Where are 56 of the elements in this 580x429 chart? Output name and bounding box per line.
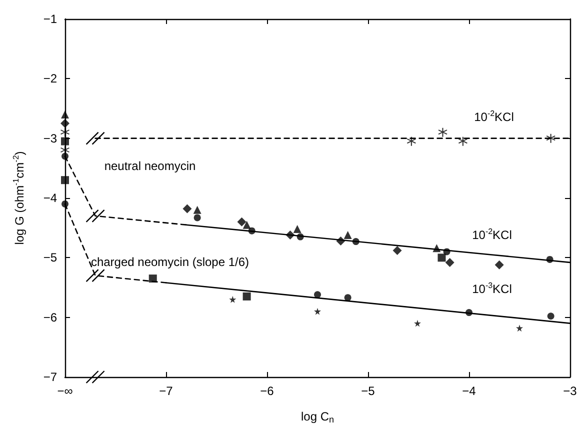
point — [406, 136, 416, 146]
y-tick-label: −2 — [43, 72, 58, 86]
point — [438, 128, 448, 137]
y-tick-label: −5 — [43, 250, 58, 265]
y-tick-label: −6 — [43, 310, 58, 324]
point — [546, 134, 556, 143]
point — [296, 233, 304, 240]
point — [62, 200, 68, 208]
point — [336, 236, 346, 246]
point — [61, 110, 69, 118]
point — [194, 214, 201, 222]
x-tick-label: −∞ — [57, 384, 74, 398]
point — [432, 244, 441, 252]
point — [229, 296, 236, 303]
point — [148, 274, 157, 283]
point — [242, 292, 251, 300]
y-axis-title: log G (ohm-1cm-2) — [12, 151, 26, 245]
point — [458, 136, 468, 146]
point — [61, 137, 69, 146]
point — [60, 118, 70, 128]
y-tick-label: −7 — [43, 370, 58, 384]
x-tick-label: −7 — [159, 384, 174, 398]
point — [248, 227, 256, 234]
point — [516, 324, 523, 332]
point — [443, 248, 450, 256]
point — [62, 152, 68, 160]
point — [60, 128, 70, 137]
point — [547, 312, 554, 320]
point — [445, 258, 454, 267]
point — [414, 320, 421, 327]
x-tick-label: −4 — [462, 384, 476, 398]
y-tick-label: −3 — [43, 131, 58, 146]
point — [494, 260, 504, 270]
y-tick-label: −1 — [43, 12, 58, 26]
point — [546, 256, 554, 263]
point — [193, 206, 202, 214]
y-tick-label: −4 — [43, 191, 58, 205]
point — [344, 294, 352, 302]
annotation: charged neomycin (slope 1/6) — [90, 255, 250, 269]
point — [237, 217, 246, 226]
point — [286, 230, 295, 240]
x-tick-label: −6 — [260, 384, 274, 398]
point — [293, 225, 302, 234]
x-tick-label: −3 — [563, 384, 578, 398]
point — [344, 230, 352, 239]
point — [352, 238, 360, 246]
point — [182, 204, 192, 214]
point — [466, 309, 472, 316]
point — [314, 308, 321, 315]
point — [61, 176, 69, 184]
point — [438, 254, 446, 262]
point — [392, 246, 402, 256]
annotation: neutral neomycin — [104, 159, 196, 173]
point — [242, 220, 251, 229]
x-tick-label: −5 — [361, 384, 376, 398]
point — [314, 291, 321, 298]
